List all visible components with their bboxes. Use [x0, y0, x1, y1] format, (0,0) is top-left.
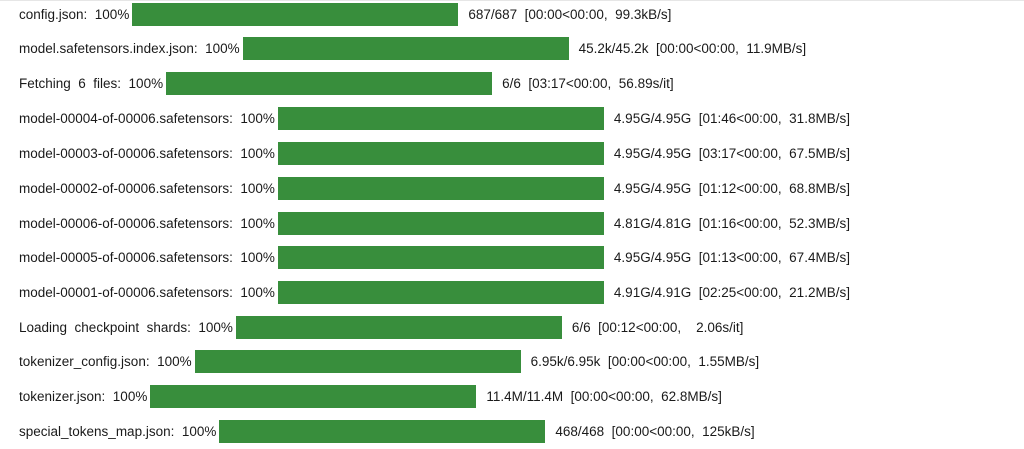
- progress-stats: 6.95k/6.95k [00:00<00:00, 1.55MB/s]: [530, 354, 760, 369]
- progress-bar-fill: [277, 281, 604, 304]
- progress-bar: [277, 246, 604, 269]
- progress-bar-fill: [166, 72, 493, 95]
- progress-bar-fill: [235, 316, 562, 339]
- progress-label: Fetching 6 files: 100%: [19, 76, 164, 91]
- progress-bar: [166, 72, 493, 95]
- progress-bar-fill: [194, 350, 521, 373]
- progress-row: Loading checkpoint shards: 100% 6/6 [00:1…: [19, 316, 743, 339]
- progress-bar-fill: [132, 3, 459, 26]
- progress-bar-fill: [277, 142, 604, 165]
- progress-stats: 468/468 [00:00<00:00, 125kB/s]: [555, 424, 755, 439]
- progress-label: special_tokens_map.json: 100%: [19, 424, 217, 439]
- progress-row: model-00005-of-00006.safetensors: 100% 4.…: [19, 246, 850, 269]
- progress-label: model.safetensors.index.json: 100%: [19, 41, 240, 56]
- progress-bar: [219, 420, 546, 443]
- progress-label: model-00001-of-00006.safetensors: 100%: [19, 285, 275, 300]
- progress-row: config.json: 100% 687/687 [00:00<00:00, 9…: [19, 3, 671, 26]
- progress-stats: 4.95G/4.95G [03:17<00:00, 67.5MB/s]: [613, 146, 850, 161]
- progress-bar: [277, 107, 604, 130]
- progress-label: model-00006-of-00006.safetensors: 100%: [19, 216, 275, 231]
- progress-bar: [277, 142, 604, 165]
- progress-stats: 4.91G/4.91G [02:25<00:00, 21.2MB/s]: [613, 285, 850, 300]
- progress-row: model-00002-of-00006.safetensors: 100% 4.…: [19, 177, 850, 200]
- progress-stats: 6/6 [00:12<00:00, 2.06s/it]: [571, 320, 744, 335]
- progress-bar-fill: [242, 37, 569, 60]
- progress-bar-fill: [277, 177, 604, 200]
- progress-bar: [277, 177, 604, 200]
- progress-stats: 45.2k/45.2k [00:00<00:00, 11.9MB/s]: [578, 41, 807, 56]
- progress-row: model-00006-of-00006.safetensors: 100% 4.…: [19, 212, 850, 235]
- progress-row: special_tokens_map.json: 100% 468/468 [00…: [19, 420, 755, 443]
- progress-bar: [277, 212, 604, 235]
- progress-stats: 4.95G/4.95G [01:46<00:00, 31.8MB/s]: [613, 111, 850, 126]
- progress-row: model-00004-of-00006.safetensors: 100% 4.…: [19, 107, 850, 130]
- progress-stats: 11.4M/11.4M [00:00<00:00, 62.8MB/s]: [486, 389, 722, 404]
- progress-stats: 6/6 [03:17<00:00, 56.89s/it]: [502, 76, 674, 91]
- progress-bar: [235, 316, 562, 339]
- progress-label: model-00004-of-00006.safetensors: 100%: [19, 111, 275, 126]
- progress-bar-fill: [277, 246, 604, 269]
- progress-row: model.safetensors.index.json: 100% 45.2k/…: [19, 37, 806, 60]
- progress-bar-fill: [150, 385, 477, 408]
- progress-bar-fill: [219, 420, 546, 443]
- progress-label: tokenizer_config.json: 100%: [19, 354, 192, 369]
- progress-label: model-00002-of-00006.safetensors: 100%: [19, 181, 275, 196]
- progress-label: model-00005-of-00006.safetensors: 100%: [19, 250, 275, 265]
- progress-label: Loading checkpoint shards: 100%: [19, 320, 233, 335]
- progress-bar: [150, 385, 477, 408]
- progress-stats: 4.95G/4.95G [01:12<00:00, 68.8MB/s]: [613, 181, 850, 196]
- progress-stats: 4.95G/4.95G [01:13<00:00, 67.4MB/s]: [613, 250, 850, 265]
- progress-stats: 687/687 [00:00<00:00, 99.3kB/s]: [468, 7, 672, 22]
- progress-stats: 4.81G/4.81G [01:16<00:00, 52.3MB/s]: [613, 216, 850, 231]
- progress-bar-fill: [277, 107, 604, 130]
- progress-bar: [194, 350, 521, 373]
- progress-bar: [132, 3, 459, 26]
- progress-row: model-00003-of-00006.safetensors: 100% 4.…: [19, 142, 850, 165]
- progress-bar: [242, 37, 569, 60]
- progress-row: tokenizer_config.json: 100% 6.95k/6.95k […: [19, 350, 759, 373]
- progress-row: tokenizer.json: 100% 11.4M/11.4M [00:00<0…: [19, 385, 722, 408]
- top-divider: [0, 0, 1024, 1]
- progress-row: model-00001-of-00006.safetensors: 100% 4.…: [19, 281, 850, 304]
- progress-bar: [277, 281, 604, 304]
- progress-label: model-00003-of-00006.safetensors: 100%: [19, 146, 275, 161]
- progress-label: tokenizer.json: 100%: [19, 389, 148, 404]
- progress-row: Fetching 6 files: 100% 6/6 [03:17<00:00, …: [19, 72, 674, 95]
- progress-label: config.json: 100%: [19, 7, 130, 22]
- progress-bar-fill: [277, 212, 604, 235]
